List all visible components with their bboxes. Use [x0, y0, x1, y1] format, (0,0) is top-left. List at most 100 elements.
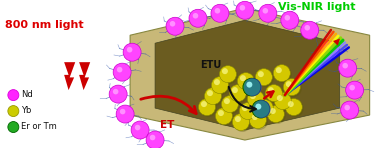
- Circle shape: [239, 103, 256, 120]
- Circle shape: [259, 4, 277, 22]
- Circle shape: [349, 85, 355, 90]
- Circle shape: [246, 82, 253, 88]
- Circle shape: [287, 100, 304, 117]
- Circle shape: [8, 106, 19, 117]
- Circle shape: [265, 85, 282, 102]
- Circle shape: [229, 85, 246, 102]
- Circle shape: [281, 11, 299, 29]
- Circle shape: [247, 91, 264, 108]
- Circle shape: [288, 101, 294, 107]
- Circle shape: [235, 116, 241, 122]
- Circle shape: [8, 90, 19, 101]
- Circle shape: [276, 67, 282, 73]
- Circle shape: [283, 79, 300, 96]
- Circle shape: [215, 8, 220, 14]
- Circle shape: [275, 66, 292, 83]
- Circle shape: [166, 17, 184, 35]
- Circle shape: [274, 93, 291, 110]
- Circle shape: [252, 114, 258, 120]
- Circle shape: [249, 112, 266, 129]
- Circle shape: [251, 113, 268, 130]
- Circle shape: [123, 43, 141, 61]
- Circle shape: [223, 97, 240, 114]
- Circle shape: [249, 92, 266, 109]
- Circle shape: [200, 100, 217, 117]
- Circle shape: [267, 106, 284, 123]
- Circle shape: [324, 45, 330, 50]
- Circle shape: [135, 125, 140, 130]
- Circle shape: [214, 79, 220, 85]
- Circle shape: [232, 87, 238, 93]
- Circle shape: [193, 13, 198, 18]
- Circle shape: [220, 66, 236, 83]
- Polygon shape: [130, 8, 370, 140]
- Circle shape: [170, 21, 175, 26]
- Circle shape: [342, 63, 348, 69]
- Circle shape: [131, 121, 149, 139]
- Text: Er or Tm: Er or Tm: [21, 122, 57, 131]
- Circle shape: [189, 9, 207, 27]
- Circle shape: [204, 88, 222, 105]
- Circle shape: [243, 78, 261, 96]
- Circle shape: [231, 86, 248, 103]
- Circle shape: [268, 87, 274, 93]
- Circle shape: [321, 41, 339, 59]
- Circle shape: [113, 89, 118, 94]
- Circle shape: [232, 114, 249, 131]
- Circle shape: [240, 5, 245, 11]
- Polygon shape: [64, 62, 75, 90]
- Circle shape: [304, 25, 310, 30]
- Circle shape: [146, 131, 164, 148]
- Circle shape: [224, 98, 230, 104]
- Circle shape: [109, 85, 127, 103]
- Text: ET: ET: [160, 120, 174, 130]
- Circle shape: [8, 122, 19, 132]
- Circle shape: [341, 101, 359, 119]
- Circle shape: [346, 81, 364, 99]
- Circle shape: [256, 100, 273, 117]
- Circle shape: [211, 77, 228, 94]
- Circle shape: [267, 86, 284, 103]
- Circle shape: [211, 4, 229, 22]
- Circle shape: [120, 109, 125, 114]
- Circle shape: [285, 80, 302, 97]
- Circle shape: [286, 81, 292, 87]
- Circle shape: [116, 105, 134, 123]
- Circle shape: [117, 67, 122, 73]
- Circle shape: [221, 67, 238, 84]
- Circle shape: [252, 100, 270, 118]
- Circle shape: [241, 104, 258, 121]
- Circle shape: [222, 96, 239, 113]
- Circle shape: [285, 15, 290, 21]
- Circle shape: [339, 59, 357, 77]
- Circle shape: [113, 63, 131, 81]
- Circle shape: [215, 108, 232, 125]
- Circle shape: [276, 94, 293, 111]
- Circle shape: [237, 73, 254, 90]
- Circle shape: [217, 109, 234, 126]
- Circle shape: [198, 99, 215, 116]
- Text: 800 nm light: 800 nm light: [5, 20, 84, 30]
- Circle shape: [150, 135, 155, 140]
- Text: Yb: Yb: [21, 106, 32, 115]
- Circle shape: [250, 93, 256, 99]
- Circle shape: [256, 104, 261, 110]
- Circle shape: [263, 8, 268, 14]
- Circle shape: [207, 90, 213, 96]
- Circle shape: [256, 69, 272, 86]
- Circle shape: [239, 74, 256, 91]
- Circle shape: [259, 102, 265, 108]
- Polygon shape: [79, 62, 90, 90]
- Circle shape: [277, 95, 283, 101]
- Circle shape: [127, 47, 132, 53]
- Text: ETU: ETU: [200, 60, 221, 70]
- Circle shape: [244, 78, 262, 96]
- Circle shape: [218, 110, 224, 116]
- Circle shape: [206, 89, 223, 106]
- Circle shape: [301, 21, 319, 39]
- Circle shape: [253, 100, 271, 118]
- Circle shape: [201, 101, 207, 107]
- Circle shape: [273, 65, 290, 82]
- Circle shape: [257, 70, 274, 87]
- Circle shape: [222, 68, 228, 74]
